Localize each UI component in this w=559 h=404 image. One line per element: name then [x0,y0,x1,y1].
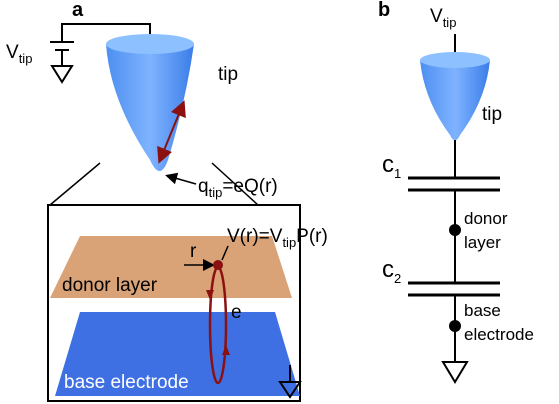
c1-label: c1 [382,151,401,181]
donor-label: donor [464,209,508,228]
donor-layer-label: donor layer [62,275,158,296]
tip-label: tip [218,64,238,85]
base-electrode-label: base electrode [64,372,189,393]
charge-label: qtip=eQ(r) [198,176,278,200]
ground [52,50,72,82]
source-label: Vtip [430,6,456,30]
node [449,320,461,332]
potential-label: V(r)=VtipP(r) [227,226,328,250]
panel-label: a [72,0,84,21]
donor-label: layer [464,233,501,252]
ground [443,362,467,382]
base-label: electrode [464,325,534,344]
tip-top [106,34,194,54]
radius-label: r [190,241,197,262]
pointer [168,176,196,184]
tip-label: tip [482,104,502,125]
diagram: a Vtip tip qtip=eQ(r) donor layer base e… [0,0,559,404]
battery-label: Vtip [6,42,32,66]
c2-label: c2 [382,256,401,286]
tip-top [420,52,490,68]
tip [420,60,490,141]
base-label: base [464,301,501,320]
point [213,260,223,270]
node [449,224,461,236]
electron-label: e [231,302,242,323]
panel-label: b [378,0,390,21]
